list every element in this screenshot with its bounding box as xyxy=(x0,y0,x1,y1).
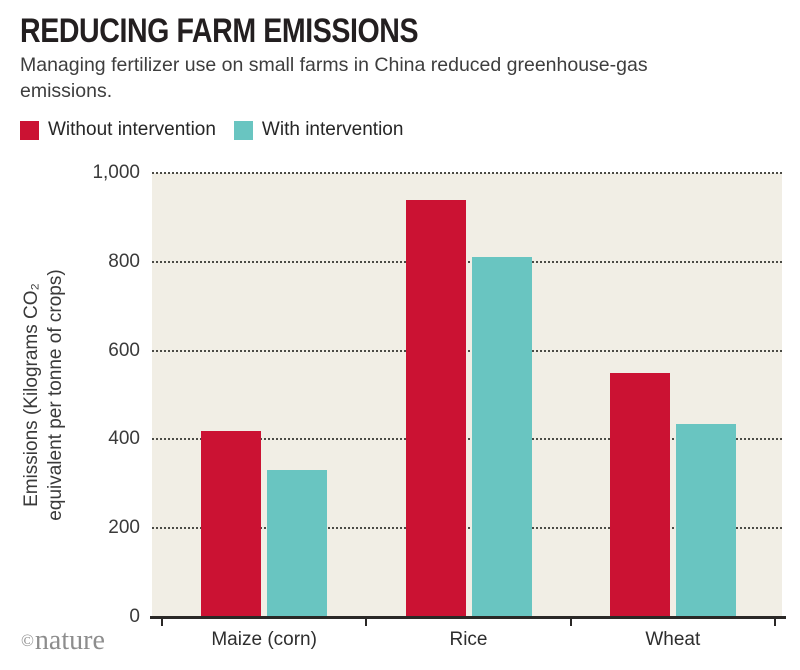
chart-title: REDUCING FARM EMISSIONS xyxy=(20,12,494,51)
y-tick-label-0: 0 xyxy=(129,606,140,627)
bar-without-intervention-wheat xyxy=(609,372,670,617)
x-axis-tick-1 xyxy=(365,619,368,626)
nature-logo-text: nature xyxy=(34,625,105,656)
legend-item-with-intervention: With intervention xyxy=(233,119,404,141)
gridline-800 xyxy=(152,260,782,263)
gridline-1000 xyxy=(152,172,782,174)
gridline-600 xyxy=(152,349,782,352)
chart-subtitle: Managing fertilizer use on small farms i… xyxy=(20,54,648,102)
y-tick-label-800: 800 xyxy=(108,250,140,272)
y-axis-title: Emissions (Kilograms CO₂ equivalent per … xyxy=(20,269,68,520)
legend-item-without-intervention: Without intervention xyxy=(20,119,216,141)
y-axis-title-line-1: Emissions (Kilograms CO₂ xyxy=(21,283,42,507)
bar-with-intervention-maize-corn xyxy=(267,470,328,617)
x-axis-line xyxy=(150,616,786,619)
copyright-icon: © xyxy=(21,631,34,650)
legend-swatch-with-intervention xyxy=(233,120,253,140)
y-tick-label-200: 200 xyxy=(108,517,140,539)
x-axis-tick-2 xyxy=(569,619,572,626)
legend-swatch-without-intervention xyxy=(20,120,39,140)
x-axis-tick-3 xyxy=(774,619,776,626)
gridline-200 xyxy=(152,527,782,530)
x-category-label-wheat: Wheat xyxy=(645,629,701,650)
bar-with-intervention-rice xyxy=(471,257,532,617)
x-axis-tick-0 xyxy=(161,619,163,626)
legend-label-without-intervention: Without intervention xyxy=(48,119,216,140)
nature-logo: ©nature xyxy=(21,625,105,657)
y-tick-label-1000: 1,000 xyxy=(92,162,140,183)
legend-label-with-intervention: With intervention xyxy=(261,119,404,140)
y-tick-label-400: 400 xyxy=(108,428,140,450)
bar-without-intervention-rice xyxy=(405,199,466,617)
y-tick-label-600: 600 xyxy=(108,339,140,361)
bar-without-intervention-maize-corn xyxy=(201,430,262,617)
x-category-label-maize-corn: Maize (corn) xyxy=(211,629,317,650)
gridline-400 xyxy=(152,438,782,441)
y-axis-title-line-2: equivalent per tonne of crops) xyxy=(45,269,66,521)
chart-title-text: REDUCING FARM EMISSIONS xyxy=(20,12,419,50)
x-category-label-rice: Rice xyxy=(449,629,488,650)
bar-with-intervention-wheat xyxy=(675,423,736,617)
legend: Without intervention With intervention xyxy=(20,119,403,141)
